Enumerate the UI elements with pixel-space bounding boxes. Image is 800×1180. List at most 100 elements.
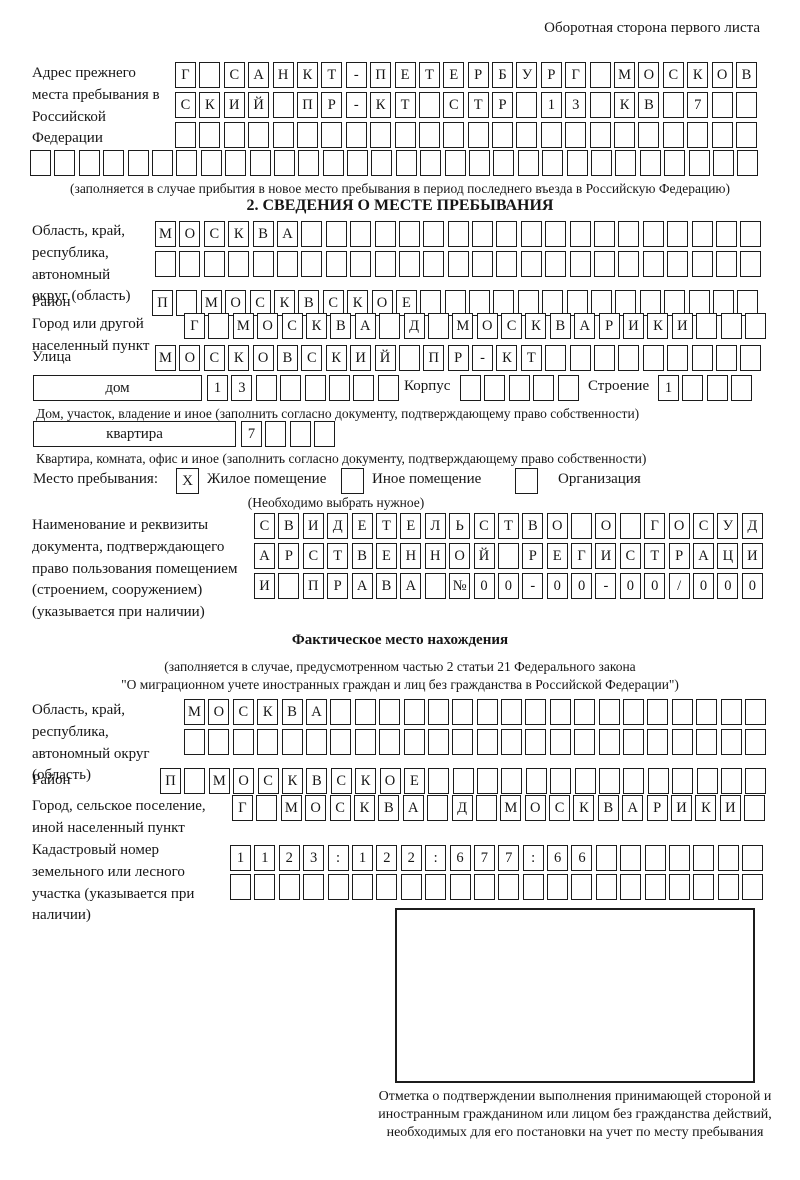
char-cell[interactable]: С [281, 313, 303, 339]
char-cell[interactable]: 6 [547, 845, 569, 871]
char-cell[interactable] [492, 122, 514, 148]
char-cell[interactable] [642, 345, 664, 371]
char-cell[interactable] [571, 513, 593, 539]
char-cell[interactable]: Т [497, 513, 519, 539]
char-cell[interactable]: М [208, 768, 230, 794]
char-cell[interactable] [298, 150, 320, 176]
char-cell[interactable]: И [623, 313, 645, 339]
char-cell[interactable] [230, 874, 251, 900]
char-cell[interactable] [398, 345, 420, 371]
char-cell[interactable]: - [345, 92, 367, 118]
char-cell[interactable]: И [254, 573, 275, 599]
char-cell[interactable]: Т [520, 345, 542, 371]
char-cell[interactable] [688, 150, 710, 176]
char-cell[interactable]: О [524, 795, 546, 821]
char-cell[interactable] [252, 251, 274, 277]
char-cell[interactable]: С [254, 513, 275, 539]
char-cell[interactable]: О [179, 345, 201, 371]
char-cell[interactable]: С [549, 795, 571, 821]
char-cell[interactable]: Г [184, 313, 205, 339]
char-cell[interactable] [667, 345, 689, 371]
char-cell[interactable] [351, 874, 373, 900]
char-cell[interactable] [184, 768, 206, 794]
char-cell[interactable] [379, 313, 401, 339]
char-cell[interactable] [184, 729, 205, 755]
char-cell[interactable] [715, 251, 737, 277]
char-cell[interactable] [525, 729, 547, 755]
char-cell[interactable] [687, 122, 709, 148]
char-cell[interactable]: А [305, 699, 327, 725]
char-cell[interactable]: Р [492, 92, 514, 118]
char-cell[interactable] [273, 150, 295, 176]
char-cell[interactable] [376, 874, 398, 900]
char-cell[interactable] [647, 699, 669, 725]
char-cell[interactable]: К [355, 768, 377, 794]
char-cell[interactable] [208, 729, 230, 755]
char-cell[interactable]: Т [375, 513, 397, 539]
char-cell[interactable]: К [687, 62, 709, 88]
char-cell[interactable]: В [735, 62, 757, 88]
char-cell[interactable] [696, 729, 718, 755]
char-cell[interactable] [289, 421, 311, 447]
char-cell[interactable] [347, 150, 369, 176]
char-cell[interactable] [594, 251, 616, 277]
char-cell[interactable] [403, 729, 425, 755]
char-cell[interactable] [424, 573, 446, 599]
char-cell[interactable] [589, 92, 611, 118]
char-cell[interactable]: С [302, 543, 324, 569]
char-cell[interactable] [398, 251, 420, 277]
char-cell[interactable] [155, 251, 176, 277]
char-cell[interactable] [497, 543, 519, 569]
char-cell[interactable]: Г [644, 513, 666, 539]
char-cell[interactable]: С [203, 345, 225, 371]
char-cell[interactable]: Р [646, 795, 668, 821]
char-cell[interactable]: Й [248, 92, 270, 118]
char-cell[interactable] [672, 768, 694, 794]
char-cell[interactable]: К [614, 92, 636, 118]
char-cell[interactable] [550, 768, 572, 794]
char-cell[interactable]: О [257, 313, 279, 339]
char-cell[interactable] [248, 122, 270, 148]
char-cell[interactable] [595, 845, 617, 871]
char-cell[interactable] [501, 768, 523, 794]
char-cell[interactable]: 7 [498, 845, 520, 871]
char-cell[interactable] [525, 699, 547, 725]
char-cell[interactable] [301, 251, 323, 277]
char-cell[interactable] [623, 699, 645, 725]
char-cell[interactable]: И [719, 795, 741, 821]
char-cell[interactable]: К [257, 699, 279, 725]
char-cell[interactable] [549, 729, 571, 755]
char-cell[interactable] [717, 874, 739, 900]
char-cell[interactable] [623, 729, 645, 755]
char-cell[interactable] [350, 251, 372, 277]
char-cell[interactable] [403, 699, 425, 725]
char-cell[interactable] [469, 150, 491, 176]
char-cell[interactable]: Р [467, 62, 489, 88]
char-cell[interactable]: О [711, 62, 733, 88]
char-cell[interactable] [614, 122, 636, 148]
char-cell[interactable] [447, 221, 469, 247]
char-cell[interactable]: Д [327, 513, 349, 539]
char-cell[interactable]: К [573, 795, 595, 821]
char-cell[interactable] [623, 768, 645, 794]
char-cell[interactable] [475, 795, 497, 821]
char-cell[interactable]: 2 [400, 845, 422, 871]
char-cell[interactable] [420, 150, 442, 176]
char-cell[interactable] [314, 421, 336, 447]
char-cell[interactable]: М [184, 699, 205, 725]
char-cell[interactable]: С [501, 313, 523, 339]
char-cell[interactable] [371, 150, 393, 176]
char-cell[interactable] [232, 729, 254, 755]
char-cell[interactable]: С [257, 768, 279, 794]
char-cell[interactable]: У [516, 62, 538, 88]
char-cell[interactable] [547, 874, 569, 900]
char-cell[interactable] [525, 768, 547, 794]
char-cell[interactable] [594, 221, 616, 247]
char-cell[interactable]: 1 [351, 845, 373, 871]
char-cell[interactable] [522, 874, 544, 900]
char-cell[interactable] [398, 221, 420, 247]
char-cell[interactable] [200, 150, 222, 176]
char-cell[interactable]: А [351, 573, 373, 599]
char-cell[interactable]: : [327, 845, 349, 871]
char-cell[interactable]: 7 [687, 92, 709, 118]
